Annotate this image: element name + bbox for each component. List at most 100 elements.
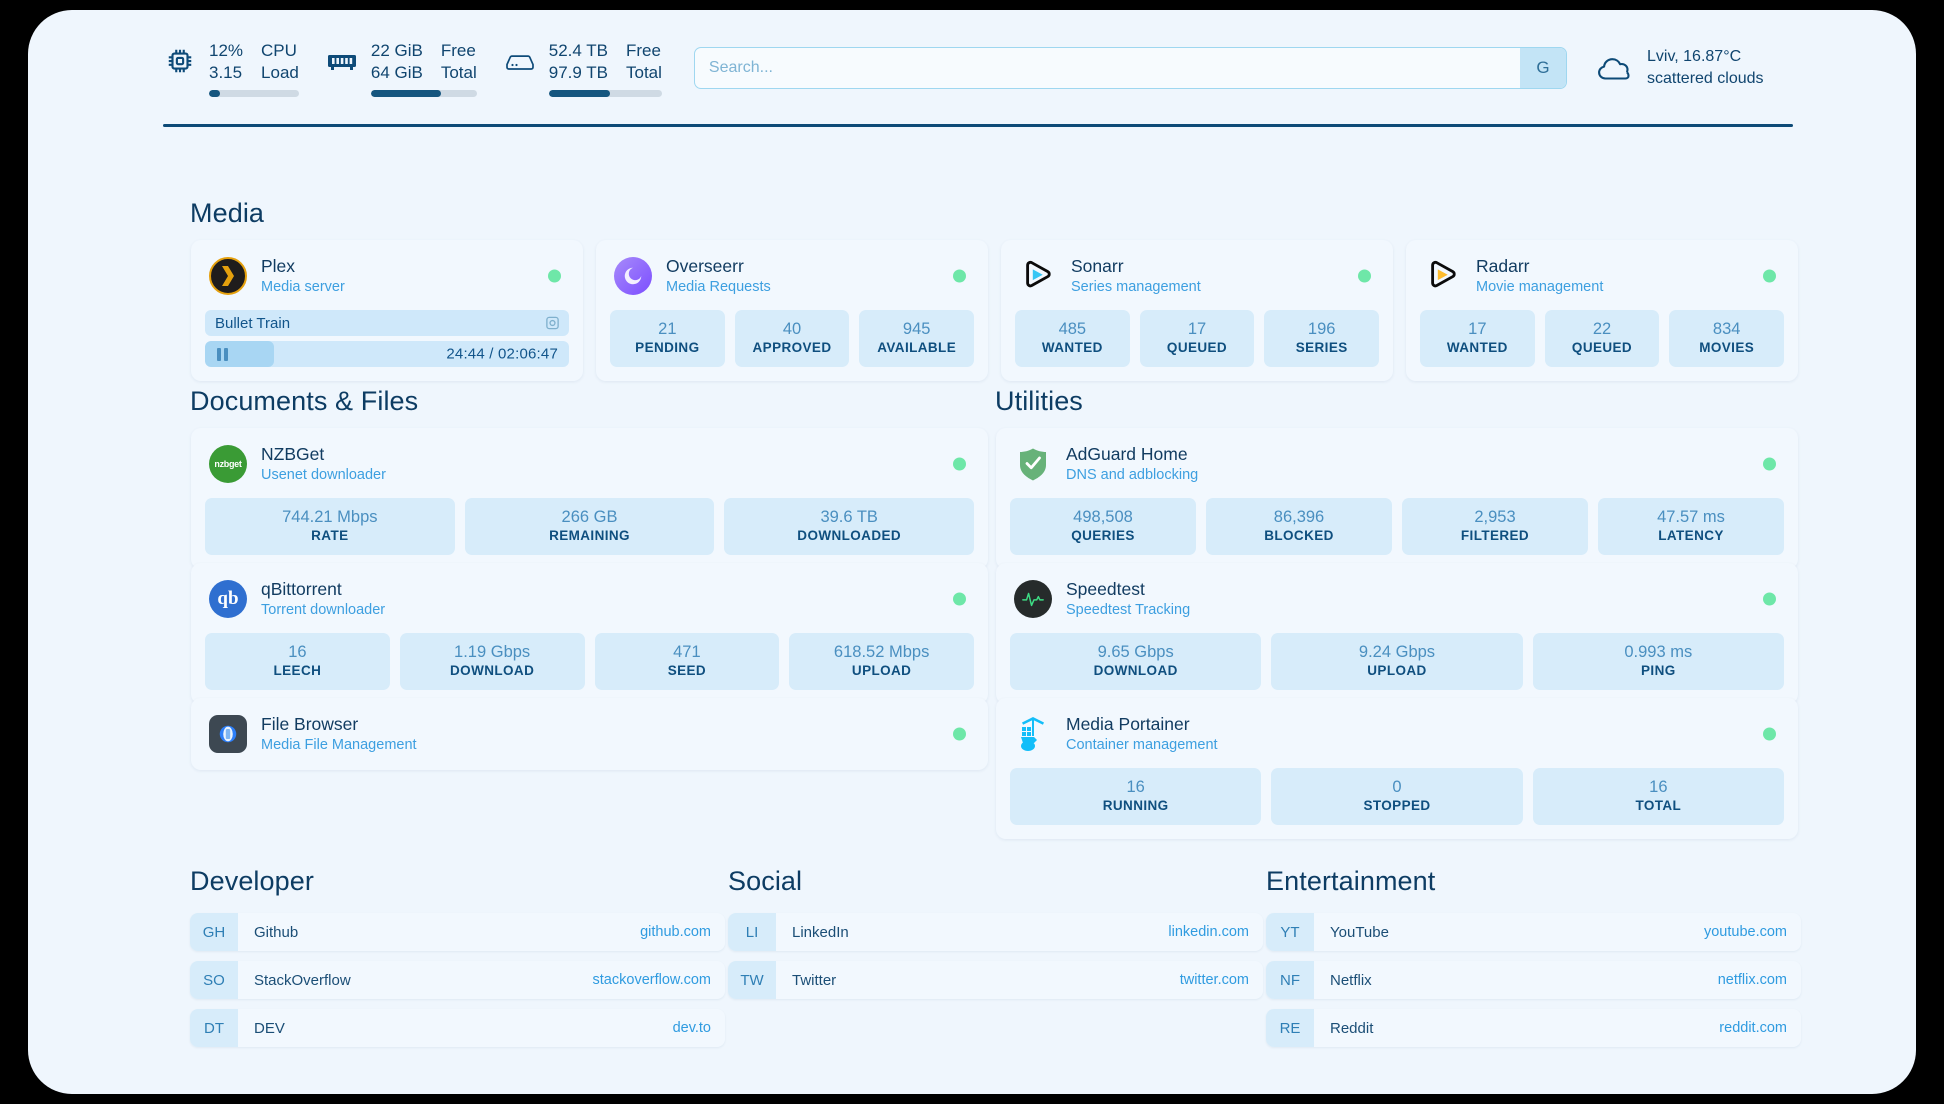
documents-section-title: Documents & Files — [190, 386, 419, 416]
stat-tile[interactable]: 16 LEECH — [205, 633, 390, 690]
weather-widget[interactable]: Lviv, 16.87°C scattered clouds — [1593, 46, 1793, 90]
card-subtitle: Media Requests — [666, 279, 771, 295]
cast-icon[interactable] — [545, 316, 560, 331]
stat-label: LATENCY — [1658, 528, 1724, 543]
stat-tile[interactable]: 618.52 Mbps UPLOAD — [789, 633, 974, 690]
stat-label: RUNNING — [1102, 798, 1169, 813]
bookmark-url[interactable]: linkedin.com — [1168, 924, 1249, 940]
adguard-logo — [1014, 445, 1052, 483]
stat-value: 40 — [782, 320, 802, 338]
card-subtitle: DNS and adblocking — [1066, 467, 1199, 483]
bookmark-item[interactable]: TW Twitter twitter.com — [728, 961, 1263, 999]
stat-tile[interactable]: 498,508 QUERIES — [1010, 498, 1196, 555]
card-subtitle: Usenet downloader — [261, 467, 386, 483]
stat-tile[interactable]: 47.57 ms LATENCY — [1598, 498, 1784, 555]
stat-tile[interactable]: 485 WANTED — [1015, 310, 1130, 367]
service-card-adguard-home[interactable]: AdGuard Home DNS and adblocking 498,508 … — [996, 428, 1798, 569]
bookmark-url[interactable]: reddit.com — [1719, 1020, 1787, 1036]
stat-label: APPROVED — [752, 340, 832, 355]
card-stats: 16 LEECH 1.19 Gbps DOWNLOAD 471 SEED 618… — [205, 633, 974, 690]
bookmark-url[interactable]: stackoverflow.com — [592, 972, 711, 988]
bookmark-name: Github — [254, 923, 299, 941]
now-playing-title-row: Bullet Train — [205, 310, 569, 336]
stat-tile[interactable]: 471 SEED — [594, 633, 780, 690]
bookmark-url[interactable]: netflix.com — [1717, 972, 1787, 988]
stat-label: PENDING — [635, 340, 700, 355]
stat-tile[interactable]: 17 WANTED — [1420, 310, 1535, 367]
stat-tile[interactable]: 39.6 TB DOWNLOADED — [724, 498, 975, 555]
bookmark-item[interactable]: DT DEV dev.to — [190, 1009, 725, 1047]
search-input[interactable] — [694, 48, 1520, 88]
service-card-plex[interactable]: Plex Media server Bullet Train 24:44 / 0… — [191, 240, 583, 381]
bookmark-url[interactable]: youtube.com — [1703, 924, 1787, 940]
memory-total-value: 64 GiB — [370, 62, 423, 82]
sonarr-logo — [1019, 257, 1057, 295]
pause-icon[interactable] — [217, 347, 228, 361]
card-title: Radarr — [1476, 256, 1530, 276]
stat-tile[interactable]: 21 PENDING — [610, 310, 725, 367]
stat-tile[interactable]: 266 GB REMAINING — [464, 498, 715, 555]
service-card-speedtest[interactable]: Speedtest Speedtest Tracking 9.65 Gbps D… — [996, 563, 1798, 704]
bookmark-url[interactable]: github.com — [640, 924, 711, 940]
card-stats: 744.21 Mbps RATE 266 GB REMAINING 39.6 T… — [205, 498, 975, 555]
stat-tile[interactable]: 40 APPROVED — [734, 310, 850, 367]
service-card-file-browser[interactable]: File Browser Media File Management — [191, 698, 988, 770]
now-playing-progress[interactable]: 24:44 / 02:06:47 — [205, 341, 569, 367]
stat-tile[interactable]: 0 STOPPED — [1271, 768, 1523, 825]
service-card-nzbget[interactable]: nzbget NZBGet Usenet downloader 744.21 M… — [191, 428, 988, 569]
bookmark-url[interactable]: twitter.com — [1179, 972, 1249, 988]
stat-tile[interactable]: 1.19 Gbps DOWNLOAD — [399, 633, 585, 690]
bookmark-name: Twitter — [792, 971, 837, 989]
search-provider-button[interactable]: G — [1520, 48, 1566, 88]
bookmark-item[interactable]: GH Github github.com — [190, 913, 725, 951]
stat-value: 498,508 — [1073, 508, 1133, 526]
system-widget-disk: 52.4 TB 97.9 TB Free Total — [503, 40, 662, 97]
stat-tile[interactable]: 744.21 Mbps RATE — [205, 498, 455, 555]
stat-tile[interactable]: 17 QUEUED — [1139, 310, 1255, 367]
stat-label: MOVIES — [1699, 340, 1755, 355]
stat-value: 86,396 — [1273, 508, 1325, 526]
stat-label: QUEUED — [1166, 340, 1228, 355]
stat-label: WANTED — [1446, 340, 1508, 355]
bookmark-item[interactable]: YT YouTube youtube.com — [1266, 913, 1801, 951]
header-bar: 12% 3.15 CPU Load — [163, 32, 1793, 104]
card-subtitle: Series management — [1071, 279, 1201, 295]
cpu-load-value: 3.15 — [209, 62, 243, 82]
service-card-media-portainer[interactable]: Media Portainer Container management 16 … — [996, 698, 1798, 839]
stat-tile[interactable]: 9.24 Gbps UPLOAD — [1271, 633, 1523, 690]
stat-label: DOWNLOADED — [797, 528, 902, 543]
service-card-radarr[interactable]: Radarr Movie management 17 WANTED 22 QUE… — [1406, 240, 1798, 381]
stat-value: 266 GB — [561, 508, 618, 526]
memory-label-bottom: Total — [440, 62, 477, 82]
stat-label: STOPPED — [1363, 798, 1431, 813]
stat-tile[interactable]: 9.65 Gbps DOWNLOAD — [1010, 633, 1262, 690]
bookmark-item[interactable]: SO StackOverflow stackoverflow.com — [190, 961, 725, 999]
weather-location-temp: Lviv, 16.87°C — [1647, 48, 1742, 65]
cpu-label-bottom: Load — [261, 62, 299, 82]
stat-tile[interactable]: 16 TOTAL — [1532, 768, 1784, 825]
stat-tile[interactable]: 86,396 BLOCKED — [1206, 498, 1392, 555]
bookmark-url[interactable]: dev.to — [672, 1020, 711, 1036]
bookmark-item[interactable]: NF Netflix netflix.com — [1266, 961, 1801, 999]
stat-tile[interactable]: 834 MOVIES — [1669, 310, 1785, 367]
stat-label: BLOCKED — [1264, 528, 1334, 543]
stat-tile[interactable]: 22 QUEUED — [1544, 310, 1660, 367]
card-subtitle: Container management — [1066, 737, 1218, 753]
stat-tile[interactable]: 0.993 ms PING — [1532, 633, 1784, 690]
bookmark-badge: TW — [728, 961, 776, 999]
bookmark-item[interactable]: RE Reddit reddit.com — [1266, 1009, 1801, 1047]
service-card-overseerr[interactable]: Overseerr Media Requests 21 PENDING 40 A… — [596, 240, 988, 381]
portainer-logo — [1014, 715, 1052, 753]
bookmark-item[interactable]: LI LinkedIn linkedin.com — [728, 913, 1263, 951]
bookmark-badge: YT — [1266, 913, 1314, 951]
stat-tile[interactable]: 945 AVAILABLE — [859, 310, 975, 367]
cpu-usage-bar — [209, 89, 299, 97]
service-card-sonarr[interactable]: Sonarr Series management 485 WANTED 17 Q… — [1001, 240, 1393, 381]
search-bar[interactable]: G — [693, 47, 1567, 89]
service-card-qbittorrent[interactable]: qb qBittorrent Torrent downloader 16 LEE… — [191, 563, 988, 704]
stat-tile[interactable]: 2,953 FILTERED — [1402, 498, 1588, 555]
stat-tile[interactable]: 196 SERIES — [1264, 310, 1380, 367]
stat-tile[interactable]: 16 RUNNING — [1010, 768, 1262, 825]
bookmark-name: LinkedIn — [792, 923, 849, 941]
status-badge — [1763, 269, 1776, 283]
